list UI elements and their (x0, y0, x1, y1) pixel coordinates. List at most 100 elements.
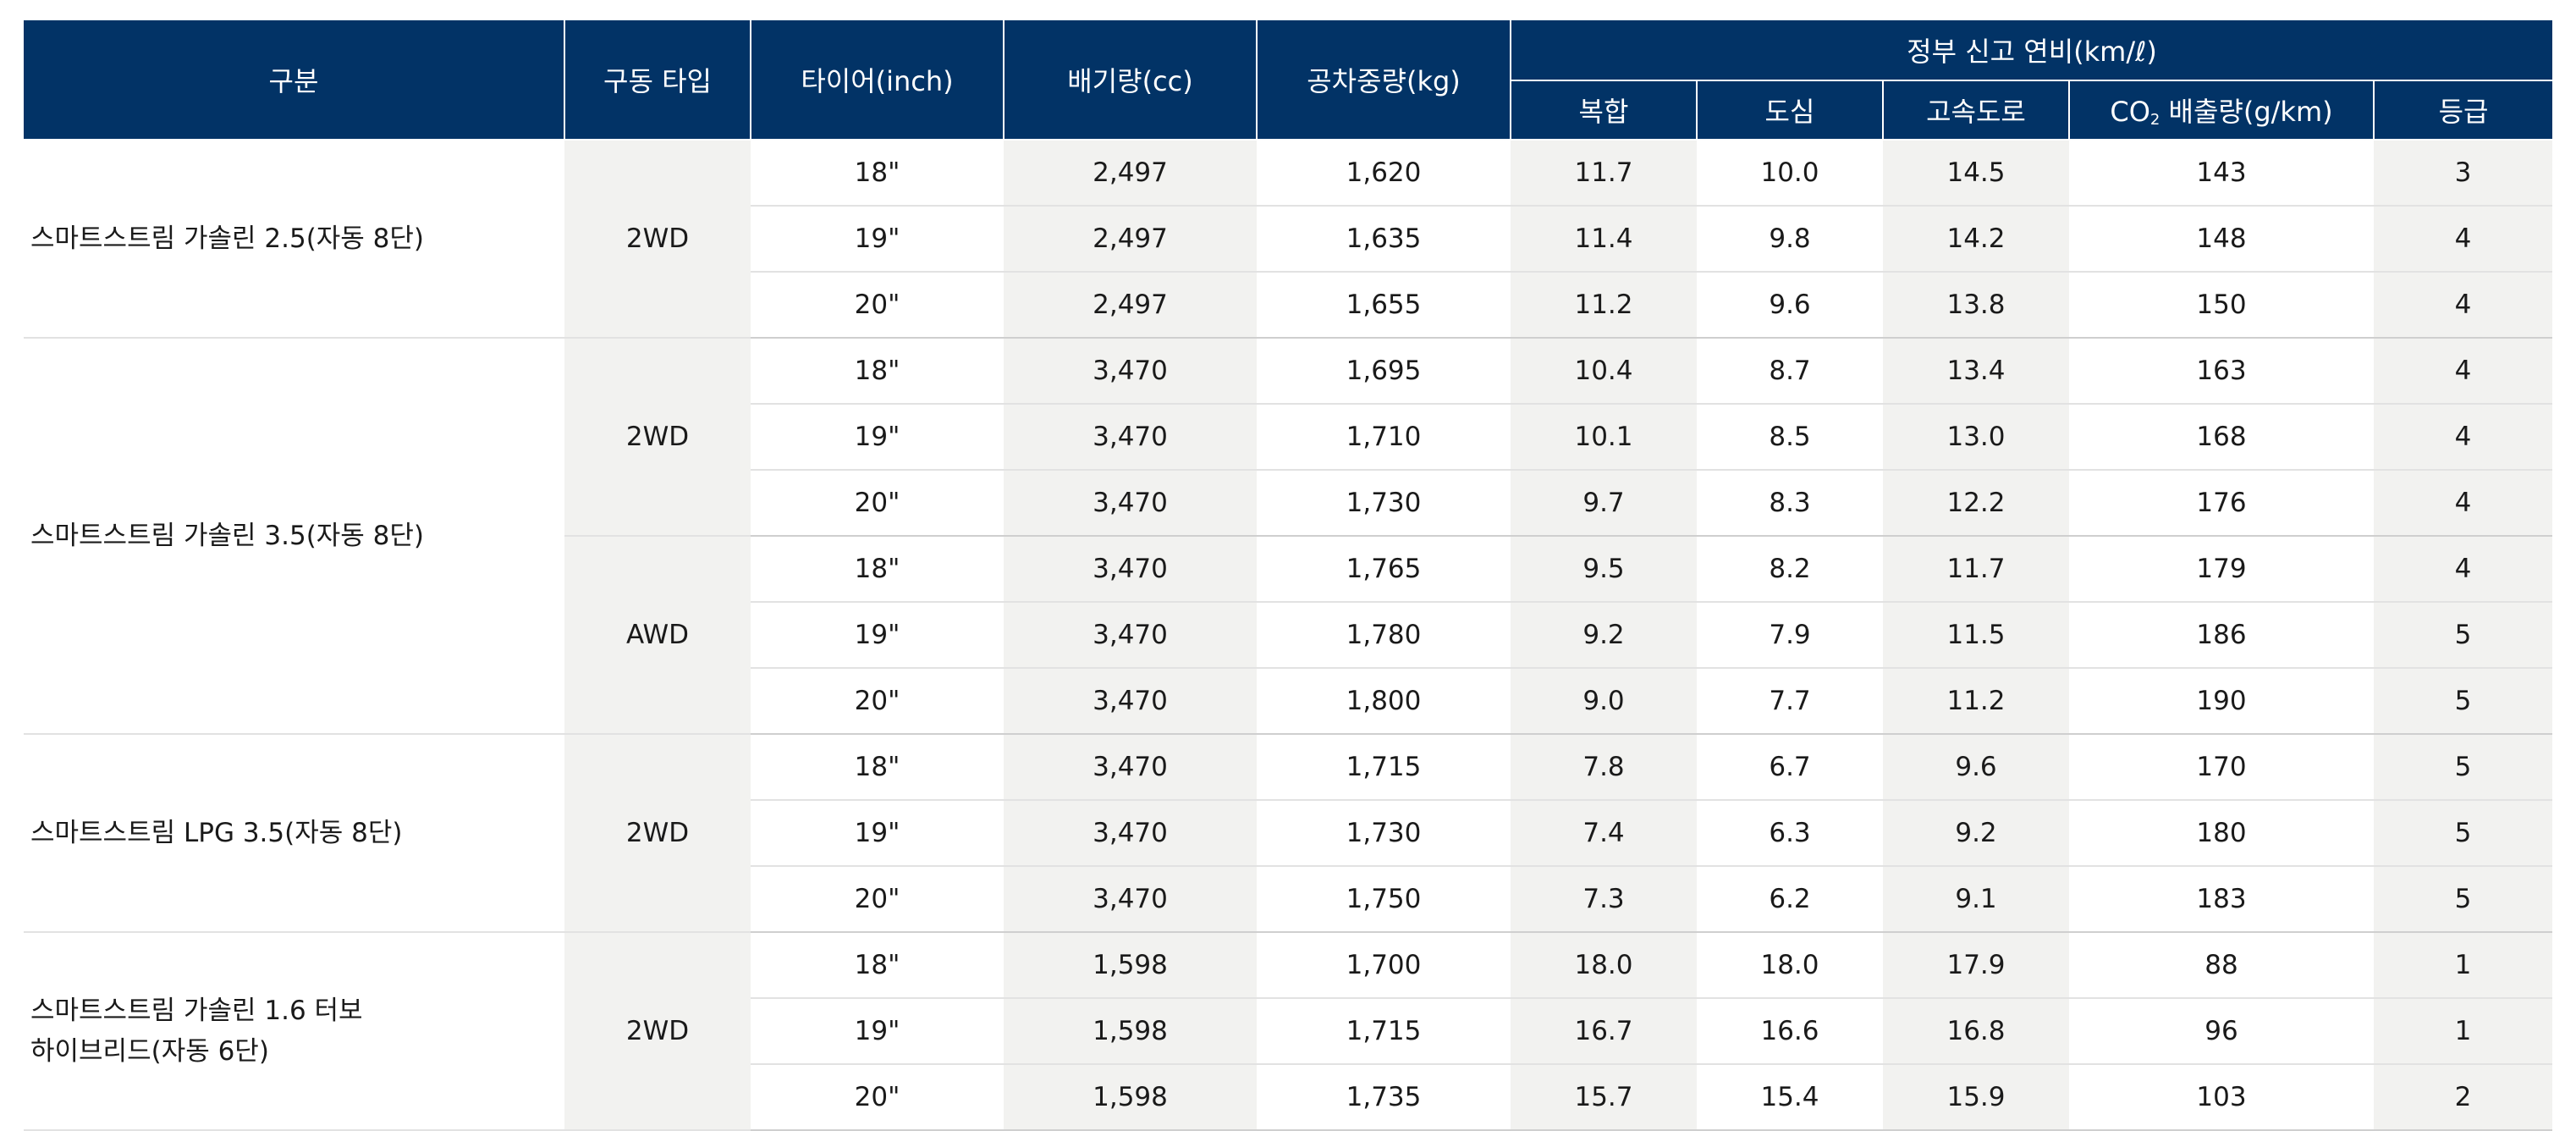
cell-tire: 19" (751, 800, 1004, 867)
cell-highway: 11.2 (1883, 668, 2069, 735)
cell-co2: 88 (2069, 932, 2374, 999)
cell-highway: 17.9 (1883, 932, 2069, 999)
cell-combined: 9.2 (1511, 602, 1697, 669)
header-drive: 구동 타입 (564, 20, 751, 141)
cell-combined: 7.4 (1511, 800, 1697, 867)
cell-drive-type: 2WD (564, 140, 751, 339)
cell-city: 18.0 (1697, 932, 1883, 999)
cell-tire: 18" (751, 734, 1004, 801)
header-weight: 공차중량(kg) (1257, 20, 1511, 141)
cell-rating: 1 (2374, 932, 2553, 999)
co2-prefix: CO (2110, 96, 2150, 128)
cell-highway: 11.5 (1883, 602, 2069, 669)
table-row: 19" 3,470 1,730 7.4 6.3 9.2 180 5 (24, 800, 2553, 867)
header-combined: 복합 (1511, 80, 1698, 141)
cell-co2: 103 (2069, 1064, 2374, 1131)
cell-combined: 10.1 (1511, 404, 1697, 471)
cell-displacement: 1,598 (1004, 1064, 1257, 1131)
cell-drive-type: 2WD (564, 734, 751, 933)
fuel-efficiency-table: 구분 구동 타입 타이어(inch) 배기량(cc) 공차중량(kg) 정부 신… (24, 20, 2553, 1131)
cell-combined: 15.7 (1511, 1064, 1697, 1131)
cell-combined: 7.3 (1511, 866, 1697, 933)
cell-city: 9.8 (1697, 206, 1883, 273)
cell-weight: 1,735 (1257, 1064, 1511, 1131)
cell-co2: 148 (2069, 206, 2374, 273)
cell-city: 8.2 (1697, 536, 1883, 603)
cell-co2: 150 (2069, 272, 2374, 339)
header-highway: 고속도로 (1883, 80, 2070, 141)
cell-displacement: 3,470 (1004, 668, 1257, 735)
cell-co2: 170 (2069, 734, 2374, 801)
cell-city: 8.3 (1697, 470, 1883, 537)
header-co2: CO2 배출량(g/km) (2069, 80, 2375, 141)
cell-displacement: 2,497 (1004, 206, 1257, 273)
cell-tire: 19" (751, 206, 1004, 273)
table-header: 구분 구동 타입 타이어(inch) 배기량(cc) 공차중량(kg) 정부 신… (24, 20, 2553, 141)
cell-city: 7.9 (1697, 602, 1883, 669)
header-tire: 타이어(inch) (751, 20, 1005, 141)
cell-highway: 15.9 (1883, 1064, 2069, 1131)
cell-displacement: 2,497 (1004, 140, 1257, 207)
cell-weight: 1,620 (1257, 140, 1511, 207)
cell-rating: 5 (2374, 866, 2553, 933)
cell-rating: 4 (2374, 470, 2553, 537)
header-rating: 등급 (2374, 80, 2553, 141)
cell-tire: 20" (751, 272, 1004, 339)
cell-highway: 11.7 (1883, 536, 2069, 603)
cell-displacement: 3,470 (1004, 470, 1257, 537)
cell-weight: 1,710 (1257, 404, 1511, 471)
cell-tire: 18" (751, 536, 1004, 603)
cell-highway: 14.5 (1883, 140, 2069, 207)
cell-combined: 11.2 (1511, 272, 1697, 339)
cell-rating: 5 (2374, 668, 2553, 735)
cell-city: 15.4 (1697, 1064, 1883, 1131)
table-row: 19" 3,470 1,710 10.1 8.5 13.0 168 4 (24, 404, 2553, 471)
cell-grade-name: 스마트스트림 가솔린 3.5(자동 8단) (24, 338, 564, 735)
cell-city: 8.5 (1697, 404, 1883, 471)
cell-rating: 5 (2374, 734, 2553, 801)
cell-co2: 179 (2069, 536, 2374, 603)
co2-subscript: 2 (2149, 111, 2160, 129)
cell-city: 16.6 (1697, 998, 1883, 1065)
cell-weight: 1,730 (1257, 800, 1511, 867)
cell-weight: 1,780 (1257, 602, 1511, 669)
cell-weight: 1,715 (1257, 998, 1511, 1065)
cell-tire: 19" (751, 998, 1004, 1065)
header-displacement: 배기량(cc) (1004, 20, 1258, 141)
table-row: 20" 2,497 1,655 11.2 9.6 13.8 150 4 (24, 272, 2553, 339)
cell-displacement: 1,598 (1004, 998, 1257, 1065)
cell-rating: 4 (2374, 272, 2553, 339)
cell-combined: 11.7 (1511, 140, 1697, 207)
table-row: 19" 1,598 1,715 16.7 16.6 16.8 96 1 (24, 998, 2553, 1065)
cell-rating: 5 (2374, 800, 2553, 867)
cell-co2: 190 (2069, 668, 2374, 735)
table-row: 스마트스트림 LPG 3.5(자동 8단) 2WD 18" 3,470 1,715 7.8… (24, 734, 2553, 933)
cell-co2: 163 (2069, 338, 2374, 405)
cell-tire: 19" (751, 404, 1004, 471)
cell-co2: 176 (2069, 470, 2374, 537)
cell-tire: 20" (751, 866, 1004, 933)
cell-city: 8.7 (1697, 338, 1883, 405)
cell-highway: 9.1 (1883, 866, 2069, 933)
cell-tire: 18" (751, 140, 1004, 207)
table-row: 19" 2,497 1,635 11.4 9.8 14.2 148 4 (24, 206, 2553, 273)
cell-city: 6.7 (1697, 734, 1883, 801)
cell-displacement: 3,470 (1004, 866, 1257, 933)
cell-highway: 13.8 (1883, 272, 2069, 339)
cell-combined: 16.7 (1511, 998, 1697, 1065)
cell-weight: 1,635 (1257, 206, 1511, 273)
cell-city: 10.0 (1697, 140, 1883, 207)
cell-weight: 1,655 (1257, 272, 1511, 339)
cell-weight: 1,750 (1257, 866, 1511, 933)
cell-weight: 1,715 (1257, 734, 1511, 801)
cell-tire: 20" (751, 1064, 1004, 1131)
cell-rating: 4 (2374, 206, 2553, 273)
cell-highway: 9.6 (1883, 734, 2069, 801)
cell-grade-name: 스마트스트림 가솔린 1.6 터보 하이브리드(자동 6단) (24, 932, 564, 1131)
cell-highway: 12.2 (1883, 470, 2069, 537)
cell-displacement: 2,497 (1004, 272, 1257, 339)
cell-weight: 1,730 (1257, 470, 1511, 537)
table-row: 20" 3,470 1,730 9.7 8.3 12.2 176 4 (24, 470, 2553, 537)
cell-highway: 9.2 (1883, 800, 2069, 867)
table-row: 스마트스트림 가솔린 3.5(자동 8단) 2WD 18" 3,470 1,695 10.… (24, 338, 2553, 735)
